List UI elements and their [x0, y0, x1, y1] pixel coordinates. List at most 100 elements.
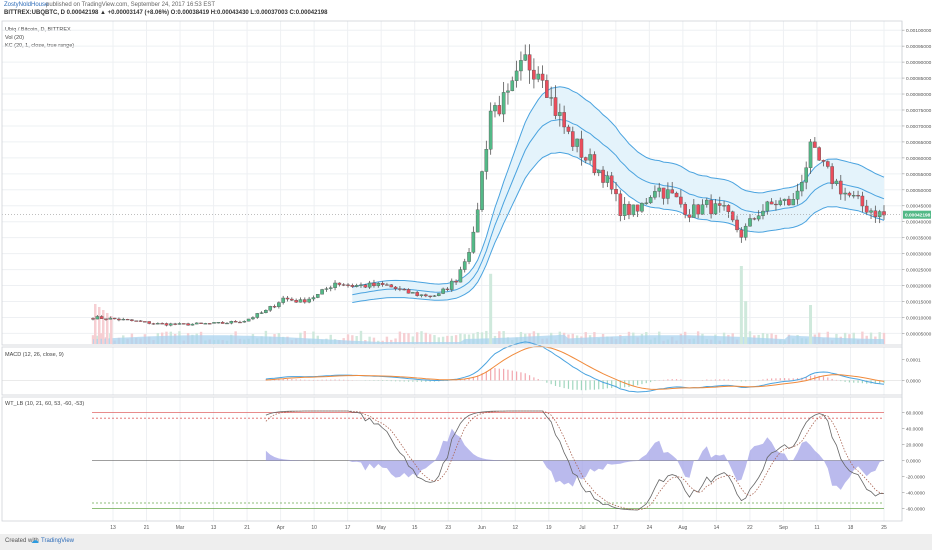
- volume-bar: [480, 332, 484, 344]
- candle-body: [462, 261, 467, 270]
- candle-body: [674, 192, 679, 198]
- volume-bar: [110, 316, 113, 344]
- volume-ma-area: [93, 334, 884, 344]
- candle-body: [337, 282, 342, 285]
- candle-body: [181, 323, 186, 325]
- candle-body: [882, 211, 886, 216]
- candle-body: [605, 175, 610, 183]
- author-name[interactable]: ZostyNoldHouse: [4, 2, 49, 8]
- main-legend-volume[interactable]: Vol (20): [5, 35, 24, 41]
- candle-body: [432, 295, 437, 297]
- candle-body: [294, 300, 298, 303]
- candle-body: [614, 189, 618, 195]
- candle-body: [207, 323, 212, 325]
- candle-body: [320, 289, 324, 295]
- chart-canvas[interactable]: 0.00100000 0.00095000 0.00090000 0.00085000…: [0, 0, 932, 532]
- volume-bar: [398, 331, 402, 344]
- candle-body: [380, 283, 385, 285]
- volume-bar: [368, 336, 371, 344]
- candle-body: [506, 90, 510, 93]
- candle-body: [583, 157, 588, 161]
- wt-tick-label: 0.0000: [906, 459, 921, 465]
- candle-body: [108, 317, 113, 320]
- candle-body: [112, 317, 117, 320]
- candle-body: [389, 284, 394, 288]
- candle-body: [679, 196, 683, 205]
- candle-body: [493, 105, 497, 112]
- volume-bar: [428, 334, 432, 344]
- candle-body: [277, 302, 281, 307]
- kc-lower-line: [352, 151, 885, 303]
- volume-bar: [446, 335, 449, 344]
- candle-body: [601, 169, 605, 183]
- candle-body: [307, 298, 311, 303]
- candle-body: [800, 182, 804, 192]
- wt-tick-label: -20.0000: [906, 475, 925, 481]
- candle-body: [311, 297, 316, 300]
- volume-bar: [454, 335, 458, 344]
- wt-legend[interactable]: WT_LB (10, 21, 60, 53, -60, -53): [5, 401, 85, 407]
- volume-spike-bar: [744, 301, 748, 344]
- volume-bar: [355, 335, 358, 344]
- candle-body: [877, 211, 882, 217]
- price-tick-label: 0.00070000: [906, 124, 932, 130]
- price-tick-label: 0.00030000: [906, 252, 932, 258]
- candle-body: [553, 97, 558, 116]
- volume-bar: [346, 334, 350, 344]
- volume-bar: [485, 330, 488, 344]
- macd-tick-label: 0.0001: [906, 357, 921, 363]
- candle-body: [830, 166, 834, 184]
- price-tick-label: 0.00040000: [906, 220, 932, 226]
- candle-body: [536, 73, 541, 80]
- price-tick-label: 0.00010000: [906, 315, 932, 321]
- price-tick-label: 0.00080000: [906, 92, 932, 98]
- candle-body: [687, 214, 692, 218]
- candle-body: [778, 200, 783, 205]
- candle-body: [761, 210, 765, 216]
- time-tick-label: 24: [647, 525, 653, 531]
- candle-body: [653, 191, 657, 198]
- candle-body: [480, 171, 484, 210]
- candle-body: [372, 282, 376, 287]
- candle-body: [609, 175, 614, 190]
- volume-bar: [98, 307, 101, 344]
- candle-body: [869, 210, 873, 213]
- candle-body: [627, 203, 631, 216]
- time-tick-label: 15: [412, 525, 418, 531]
- candle-body: [428, 295, 432, 297]
- candle-body: [696, 204, 700, 215]
- candle-body: [393, 286, 398, 289]
- candle-body: [635, 204, 640, 212]
- time-tick-label: Apr: [277, 525, 285, 531]
- volume-bar: [303, 331, 306, 344]
- candle-body: [774, 203, 778, 206]
- candle-body: [419, 294, 424, 296]
- candle-body: [143, 321, 147, 323]
- candle-body: [341, 284, 346, 286]
- volume-bar: [415, 332, 419, 344]
- candle-body: [713, 203, 718, 215]
- candle-body: [251, 317, 255, 320]
- time-tick-label: 21: [144, 525, 150, 531]
- volume-bar: [94, 304, 97, 344]
- candle-body: [566, 126, 571, 132]
- price-tick-label: 0.00050000: [906, 188, 932, 194]
- macd-legend[interactable]: MACD (12, 26, close, 9): [5, 352, 64, 358]
- candle-body: [497, 105, 502, 115]
- volume-bar: [882, 332, 886, 344]
- volume-bar: [852, 332, 855, 344]
- candle-body: [545, 80, 549, 98]
- candle-body: [285, 297, 290, 300]
- candle-body: [644, 202, 649, 204]
- footer-brand[interactable]: TradingView: [41, 538, 75, 544]
- candle-body: [259, 312, 264, 314]
- last-price-badge: [903, 210, 931, 219]
- candle-body: [367, 282, 372, 288]
- candle-body: [95, 316, 100, 320]
- candle-body: [549, 97, 553, 99]
- candle-body: [588, 154, 592, 161]
- candle-body: [826, 161, 830, 167]
- candle-body: [752, 218, 757, 220]
- time-tick-label: 18: [848, 525, 854, 531]
- candle-body: [804, 167, 808, 183]
